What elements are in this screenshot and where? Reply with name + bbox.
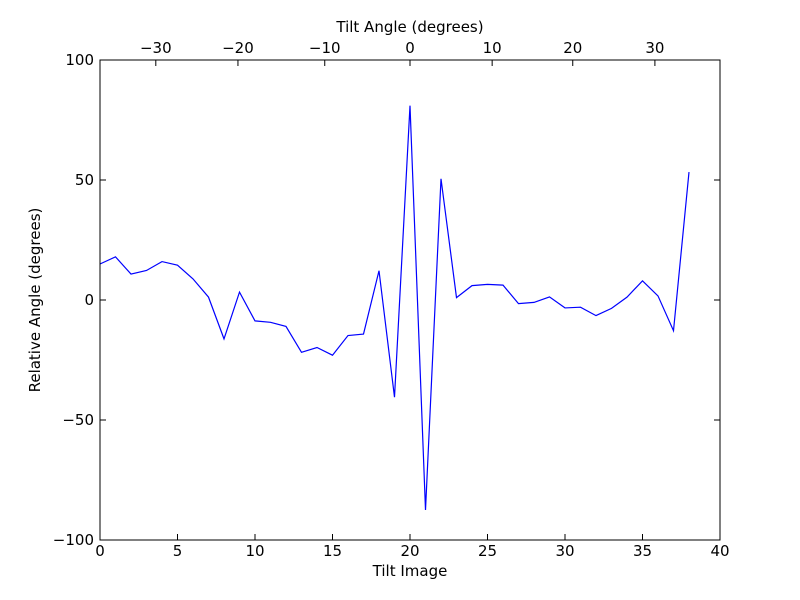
x-tick-label: 35 xyxy=(633,542,652,560)
top-tick-label: 20 xyxy=(563,39,582,57)
x-tick-label: 10 xyxy=(245,542,264,560)
top-tick-label: 30 xyxy=(645,39,664,57)
top-axis-label: Tilt Angle (degrees) xyxy=(335,18,483,36)
x-tick-label: 40 xyxy=(710,542,729,560)
y-tick-label: 50 xyxy=(75,171,94,189)
y-axis-label: Relative Angle (degrees) xyxy=(26,208,44,393)
top-tick-label: 10 xyxy=(483,39,502,57)
x-tick-label: 15 xyxy=(323,542,342,560)
x-tick-label: 20 xyxy=(400,542,419,560)
series-line xyxy=(99,105,690,511)
y-tick-label: −50 xyxy=(62,411,94,429)
y-tick-label: 100 xyxy=(65,51,94,69)
top-tick-label: 0 xyxy=(405,39,415,57)
top-tick-label: −30 xyxy=(140,39,172,57)
y-tick-label: −100 xyxy=(53,531,94,549)
plot-frame xyxy=(99,59,721,541)
top-tick-label: −20 xyxy=(222,39,254,57)
x-tick-label: 25 xyxy=(478,542,497,560)
ticks-layer xyxy=(99,59,721,541)
series-layer xyxy=(99,105,690,511)
x-tick-label: 30 xyxy=(555,542,574,560)
x-axis-label: Tilt Image xyxy=(372,562,448,580)
y-tick-label: 0 xyxy=(84,291,94,309)
top-tick-label: −10 xyxy=(309,39,341,57)
x-tick-label: 5 xyxy=(173,542,183,560)
x-tick-label: 0 xyxy=(95,542,105,560)
tick-labels-layer: 0 5 10 15 20 25 30 35 40−30 −20 −10 0 10 20 30−100−500… xyxy=(53,39,730,560)
